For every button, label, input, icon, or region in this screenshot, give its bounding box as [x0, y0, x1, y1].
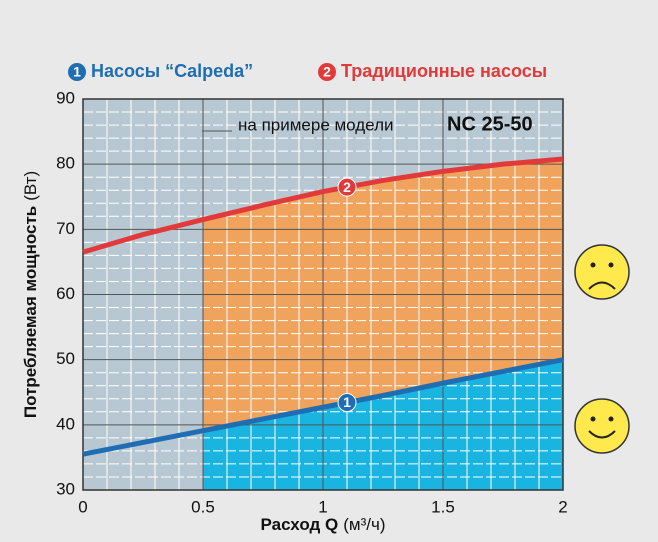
y-axis-title: Потребляемая мощность (Вт): [21, 171, 40, 418]
y-tick-label: 90: [56, 88, 75, 107]
legend-badge: [318, 63, 336, 81]
x-tick-label: 1: [318, 497, 327, 516]
y-tick-label: 70: [56, 219, 75, 238]
y-axis-label: Потребляемая мощность: [21, 206, 40, 418]
series-marker: [337, 177, 357, 197]
series-line: [82, 156, 564, 255]
plot-area: [82, 98, 564, 491]
x-axis-unit: (м³/ч): [343, 515, 385, 534]
legend-label: Насосы “Calpeda”: [91, 61, 253, 81]
x-tick-label: 0.5: [191, 497, 215, 516]
legend-badge-label: 1: [73, 64, 81, 80]
legend-badge-label: 2: [323, 64, 331, 80]
y-tick-label: 30: [56, 479, 75, 498]
sad-face: [574, 244, 630, 300]
legend-badge: [68, 63, 86, 81]
marker-label: 2: [343, 179, 351, 195]
happy-face: [574, 398, 630, 454]
y-tick-label: 50: [56, 349, 75, 368]
x-tick-label: 2: [558, 497, 567, 516]
x-axis-label: Расход Q: [261, 515, 339, 534]
overlay: 0 0.5 1 1.5 2 30 40 50 60 70 80 90 1 1 Насосы “Calpeda…: [21, 61, 567, 535]
y-tick-label: 40: [56, 414, 75, 433]
legend-label: Традиционные насосы: [341, 61, 547, 81]
marker-label: 1: [343, 394, 351, 410]
x-tick-label: 1.5: [431, 497, 455, 516]
x-axis-title: Расход Q (м³/ч): [261, 515, 386, 534]
series-marker: [337, 393, 357, 413]
annotation-model: NC 25-50: [447, 113, 533, 135]
plot-border: [82, 98, 564, 491]
series-line: [82, 357, 564, 457]
y-tick-label: 80: [56, 154, 75, 173]
x-tick-label: 0: [78, 497, 87, 516]
y-tick-label: 60: [56, 284, 75, 303]
annotation: на примере модели: [238, 115, 394, 134]
y-axis-unit: (Вт): [21, 171, 40, 201]
